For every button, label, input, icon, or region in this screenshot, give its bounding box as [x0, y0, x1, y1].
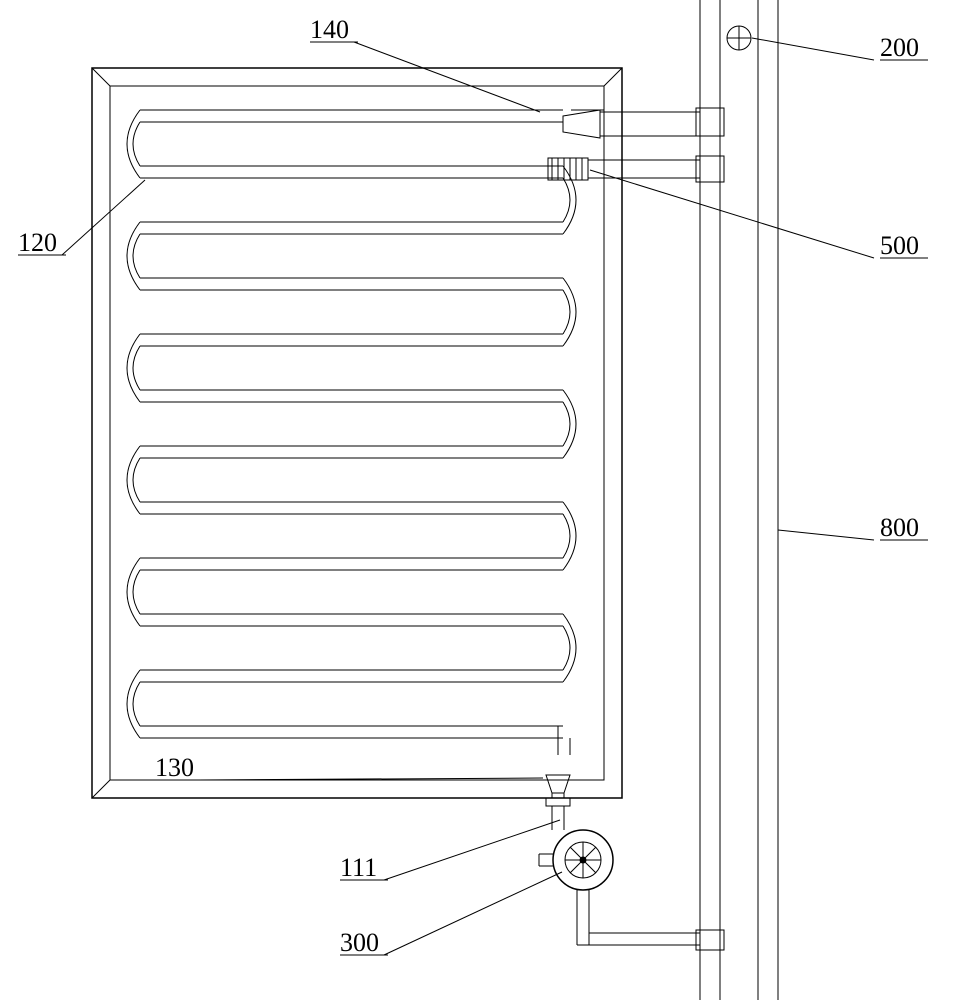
- label-200: 200: [880, 33, 919, 62]
- technical-diagram: 140 200 120 500 800 130 111 300: [0, 0, 960, 1000]
- label-300: 300: [340, 928, 379, 957]
- label-800: 800: [880, 513, 919, 542]
- label-111: 111: [340, 853, 377, 882]
- label-500: 500: [880, 231, 919, 260]
- label-130: 130: [155, 753, 194, 782]
- label-140: 140: [310, 15, 349, 44]
- label-120: 120: [18, 228, 57, 257]
